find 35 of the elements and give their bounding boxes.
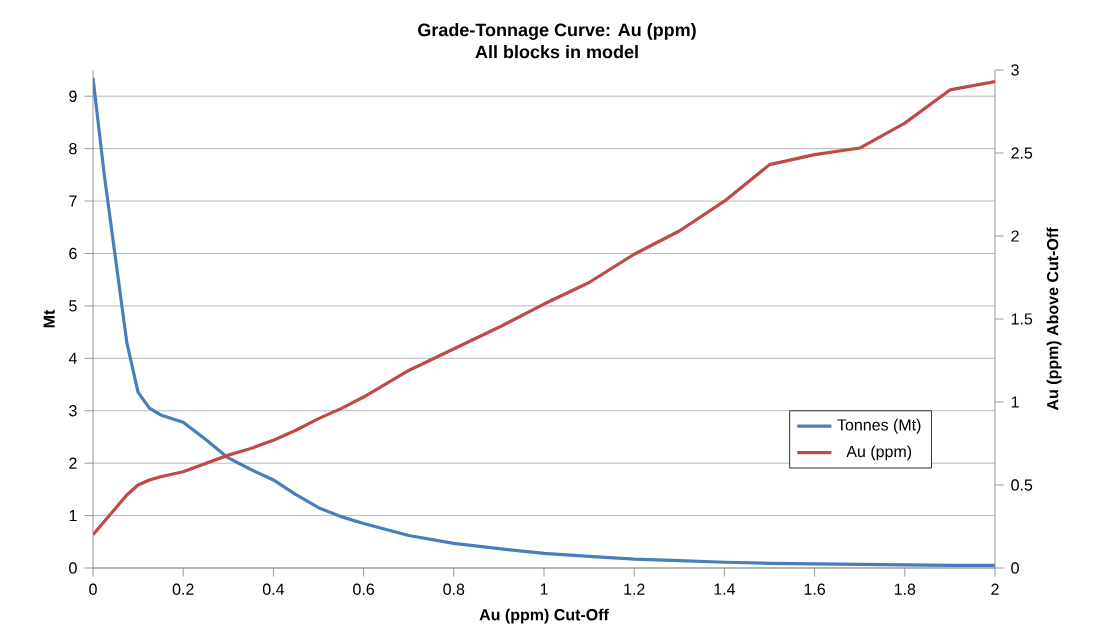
chart-title: Grade-Tonnage Curve: Au (ppm) bbox=[418, 23, 696, 40]
x-tick-label: 1.4 bbox=[714, 583, 736, 595]
y2-axis-title: Au (ppm) Above Cut-Off bbox=[1046, 227, 1062, 411]
y-tick-label: 1 bbox=[69, 510, 77, 522]
x-tick-label: 0 bbox=[89, 583, 97, 595]
y-tick-label: 8 bbox=[69, 142, 77, 155]
y2-tick-label: 1.5 bbox=[1011, 313, 1033, 325]
y2-tick-label: 2 bbox=[1011, 230, 1019, 242]
x-tick-label: 1.2 bbox=[624, 583, 645, 595]
x-tick-label: 0.2 bbox=[172, 583, 194, 595]
y2-tick-label: 3 bbox=[1011, 64, 1019, 76]
x-tick-label: 2 bbox=[991, 583, 999, 595]
x-tick-label: 1.8 bbox=[894, 583, 916, 595]
y-tick-label: 5 bbox=[69, 300, 77, 312]
y2-tick-label: 0 bbox=[1011, 562, 1019, 574]
x-tick-label: 0.8 bbox=[443, 583, 465, 595]
y-tick-label: 7 bbox=[69, 195, 77, 207]
y-tick-label: 3 bbox=[69, 405, 77, 417]
y-tick-label: 9 bbox=[69, 90, 77, 102]
x-tick-label: 1 bbox=[540, 583, 548, 595]
chart-subtitle: All blocks in model bbox=[475, 45, 638, 59]
y2-tick-label: 1 bbox=[1011, 396, 1019, 408]
y2-tick-label: 0.5 bbox=[1011, 479, 1033, 491]
x-tick-label: 0.6 bbox=[353, 583, 375, 595]
x-tick-label: 1.6 bbox=[804, 583, 826, 595]
legend-label: Au (ppm) bbox=[846, 445, 912, 461]
y-tick-label: 0 bbox=[69, 562, 77, 574]
y-tick-label: 2 bbox=[69, 457, 77, 469]
y-tick-label: 6 bbox=[69, 247, 77, 260]
x-tick-label: 0.4 bbox=[262, 583, 285, 595]
y2-tick-label: 2.5 bbox=[1011, 147, 1033, 159]
x-axis-title: Au (ppm) Cut-Off bbox=[479, 608, 609, 624]
y-axis-title: Mt bbox=[43, 309, 55, 328]
y-tick-label: 4 bbox=[68, 352, 77, 364]
legend-label: Tonnes (Mt) bbox=[837, 418, 921, 434]
